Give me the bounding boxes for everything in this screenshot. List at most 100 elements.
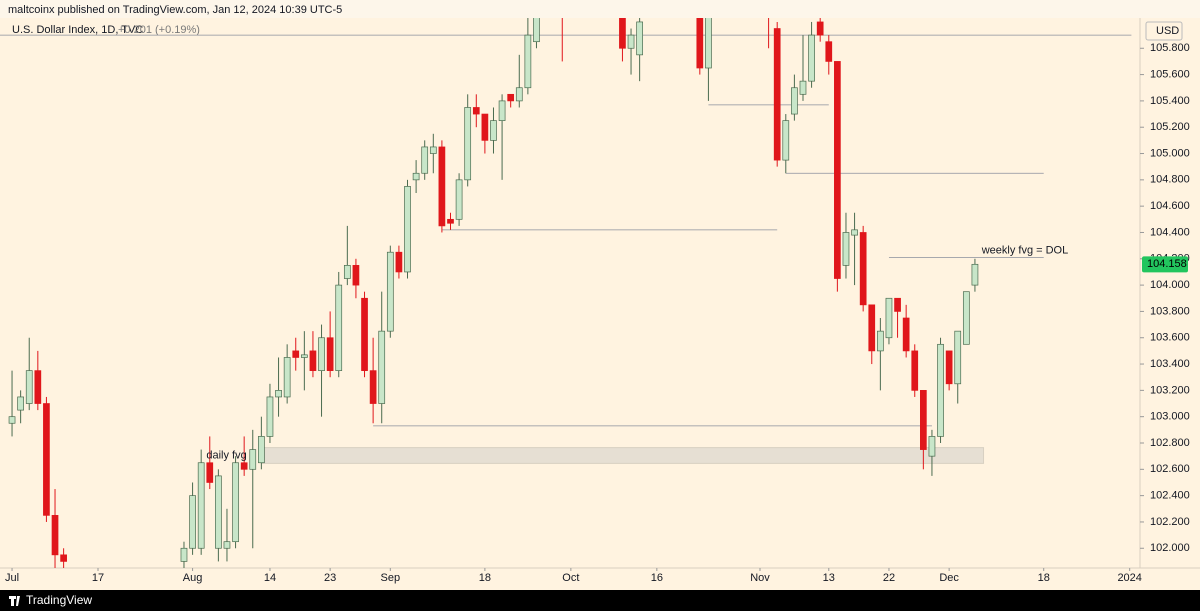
candle-body [197,462,205,549]
x-tick-label: Sep [381,572,401,584]
candle-body [515,87,523,102]
candle-body [240,462,248,470]
candle-body [429,146,437,154]
x-tick-label: Oct [562,572,579,584]
y-tick-label: 102.400 [1150,490,1190,502]
candle-body [283,357,291,398]
y-tick-label: 102.800 [1150,437,1190,449]
candle-body [232,462,239,543]
candle-body [498,100,506,121]
candle-body [266,396,274,437]
x-tick-label: 2024 [1117,572,1141,584]
candle-body [524,34,532,89]
y-tick-label: 105.200 [1150,121,1190,133]
candle-body [292,350,300,358]
candle-body [180,547,188,562]
candle-body [464,107,472,181]
candle-body [894,297,901,312]
publisher: maltcoinx published on TradingView.com, … [8,4,342,16]
brand: TradingView [26,593,92,607]
x-tick-label: 16 [651,572,663,584]
candle-body [404,186,411,273]
candle-body [8,416,16,424]
candle-body [773,28,781,161]
candle-body [868,304,876,352]
y-tick-label: 103.000 [1150,411,1190,423]
y-tick-label: 105.600 [1150,68,1190,80]
y-tick-label: 103.400 [1150,358,1190,370]
x-tick-label: 13 [823,572,835,584]
y-tick-label: 102.600 [1150,463,1190,475]
y-tick-label: 104.400 [1150,226,1190,238]
candle-body [507,93,515,102]
candle-body [249,449,257,470]
candle-body [352,265,360,286]
candle-body [275,390,282,398]
y-tick-label: 102.200 [1150,516,1190,528]
y-tick-label: 105.400 [1150,95,1190,107]
candle-body [223,541,231,549]
candle-body [343,265,351,279]
candle-body [326,337,334,371]
y-tick-label: 103.600 [1150,332,1190,344]
candle-body [17,396,24,411]
candle-body [369,370,377,404]
plot [0,18,1132,568]
candle-body [455,179,463,220]
candle-body [318,337,325,371]
candle-body [877,330,884,352]
candle-body [808,34,815,82]
currency-box [1145,21,1183,41]
x-tick-label: 23 [324,572,336,584]
candle-body [782,120,790,161]
candle-body [378,330,386,404]
candle-body [636,21,643,56]
y-tick-label: 105.800 [1150,42,1190,54]
candle-body [386,251,394,332]
y-tick-label: 104.800 [1150,174,1190,186]
candle-body [928,436,936,457]
change: +0.201 (+0.19%) [118,24,200,36]
footer [0,590,1200,611]
candle-body [834,61,841,279]
level-label: weekly fvg = DOL [981,244,1069,256]
candle-body [971,263,979,286]
candle-body [43,403,50,516]
x-tick-label: 14 [264,572,276,584]
candle-body [859,232,867,306]
candle-body [791,87,798,115]
y-tick-label: 104.600 [1150,200,1190,212]
logo [9,596,20,606]
candle-body [300,354,308,358]
candle-body [472,107,480,115]
candle-body [395,251,403,273]
y-tick-label: 102.000 [1150,542,1190,554]
candle-body [619,18,626,49]
last-price: 104.158 [1147,258,1187,270]
candle-body [825,41,833,62]
x-tick-label: Aug [183,572,203,584]
y-tick-label: 103.800 [1150,305,1190,317]
candle-body [851,229,858,236]
candle-body [954,330,962,385]
candle-body [34,370,42,404]
candle-body [533,18,540,43]
candle-body [911,350,919,391]
candle-body [627,34,635,49]
candle-body [258,436,265,464]
candle-body [421,146,429,174]
candle-body [25,370,33,404]
candle-body [361,297,368,371]
candle-body [885,297,893,339]
y-tick-label: 103.200 [1150,384,1190,396]
candle-body [962,291,970,345]
zone-label: daily fvg [206,449,246,461]
candle-body [705,18,712,69]
candle-body [335,284,343,371]
candle-body [481,113,489,141]
candle-body [816,21,824,36]
candle-body [215,475,222,549]
top-band [0,0,1200,18]
